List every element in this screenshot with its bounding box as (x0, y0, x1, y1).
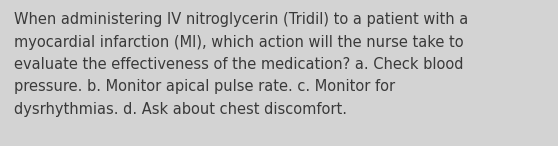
Text: When administering IV nitroglycerin (Tridil) to a patient with a: When administering IV nitroglycerin (Tri… (14, 12, 468, 27)
Text: evaluate the effectiveness of the medication? a. Check blood: evaluate the effectiveness of the medica… (14, 57, 464, 72)
Text: pressure. b. Monitor apical pulse rate. c. Monitor for: pressure. b. Monitor apical pulse rate. … (14, 80, 395, 94)
Text: myocardial infarction (MI), which action will the nurse take to: myocardial infarction (MI), which action… (14, 34, 464, 49)
Text: dysrhythmias. d. Ask about chest discomfort.: dysrhythmias. d. Ask about chest discomf… (14, 102, 347, 117)
